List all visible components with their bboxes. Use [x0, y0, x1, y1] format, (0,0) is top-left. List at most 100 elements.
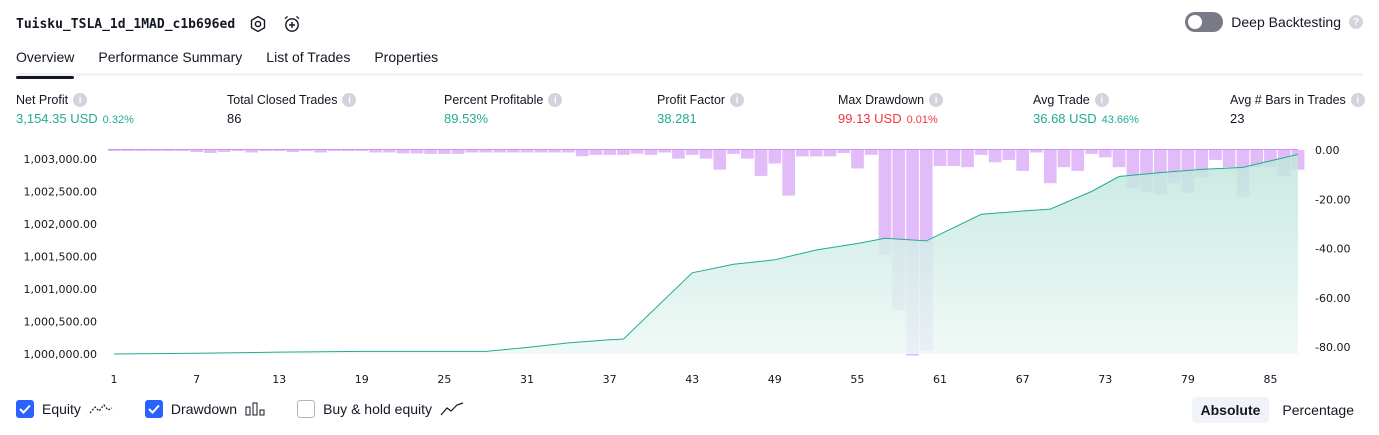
info-icon[interactable]: i [342, 93, 357, 107]
drawdown-bar [1057, 150, 1071, 168]
drawdown-bar [961, 150, 974, 168]
drawdown-bar [121, 150, 135, 151]
drawdown-bar [685, 150, 699, 155]
drawdown-bar [851, 150, 864, 169]
x-tick-label: 61 [933, 373, 947, 386]
x-tick-label: 31 [520, 373, 534, 386]
x-axis: 1 7 13 19 25 31 37 43 49 55 61 67 73 79 85 [111, 373, 1278, 386]
drawdown-bar [410, 150, 424, 154]
right-tick-label: -20.00 [1315, 193, 1350, 206]
metric-percent-profitable: Percent Profitable i 89.53% [444, 93, 563, 126]
equity-area [114, 154, 1298, 354]
drawdown-bar [493, 150, 506, 153]
drawdown-bar [355, 150, 369, 151]
info-icon[interactable]: i [929, 93, 944, 107]
drawdown-bar [314, 150, 327, 153]
drawdown-bar [658, 150, 672, 153]
x-tick-label: 13 [272, 373, 286, 386]
info-icon[interactable]: i [548, 93, 563, 107]
metric-label: Total Closed Trades [227, 93, 338, 107]
drawdown-bar [438, 150, 451, 154]
drawdown-bar [341, 150, 355, 151]
percentage-button[interactable]: Percentage [1282, 402, 1354, 418]
x-tick-label: 55 [850, 373, 864, 386]
left-tick-label: 1,000,000.00 [24, 348, 97, 361]
x-tick-label: 73 [1098, 373, 1112, 386]
alarm-add-icon[interactable] [281, 13, 303, 35]
drawdown-bar [1112, 150, 1126, 168]
drawdown-bar [1085, 150, 1098, 154]
x-tick-label: 7 [193, 373, 200, 386]
legend-drawdown[interactable]: Drawdown [144, 400, 265, 418]
drawdown-bar [947, 150, 961, 166]
tab-performance-summary[interactable]: Performance Summary [98, 49, 243, 65]
drawdown-bar [1043, 150, 1057, 184]
drawdown-bar [630, 150, 644, 154]
deep-backtesting-label: Deep Backtesting [1231, 14, 1341, 30]
drawdown-bar [149, 150, 162, 151]
drawdown-bar [162, 150, 176, 151]
x-tick-label: 19 [355, 373, 369, 386]
drawdown-bar [451, 150, 465, 154]
info-icon[interactable]: i [730, 93, 745, 107]
settings-icon[interactable] [247, 13, 269, 35]
deep-backtesting-toggle[interactable] [1185, 12, 1224, 32]
equity-drawdown-chart: 1,000,000.00 1,000,500.00 1,001,000.00 1,00… [24, 144, 1351, 386]
drawdown-bar [754, 150, 768, 176]
drawdown-bar [672, 150, 685, 159]
deep-backtesting: Deep Backtesting ? [1185, 12, 1363, 32]
drawdown-bar [727, 150, 740, 154]
tab-overview[interactable]: Overview [16, 44, 75, 79]
drawdown-bar [782, 150, 795, 196]
drawdown-bar [1002, 150, 1016, 160]
drawdown-bar [796, 150, 809, 157]
absolute-button[interactable]: Absolute [1191, 397, 1270, 423]
drawdown-bar [176, 150, 190, 151]
toggle-knob [1188, 15, 1203, 29]
help-icon[interactable]: ? [1349, 15, 1363, 29]
line-chart-icon [440, 402, 464, 416]
metric-avg-bars: Avg # Bars in Trades i 23 [1230, 93, 1365, 126]
metric-label: Avg # Bars in Trades [1230, 93, 1346, 107]
left-tick-label: 1,001,000.00 [24, 283, 97, 296]
metric-net-profit: Net Profit i 3,154.35 USD 0.32% [16, 93, 134, 126]
tab-bar: Overview Performance Summary List of Tra… [16, 44, 1363, 79]
info-icon[interactable]: i [73, 93, 88, 107]
chart-legend: Equity Drawdown Buy & hold equity [16, 400, 464, 418]
drawdown-bar [548, 150, 561, 153]
metric-label: Net Profit [16, 93, 69, 107]
buy-hold-checkbox[interactable] [297, 400, 316, 418]
x-tick-label: 37 [603, 373, 617, 386]
x-tick-label: 49 [768, 373, 782, 386]
metric-value: 99.13 USD [838, 111, 902, 126]
metric-sub: 43.66% [1101, 114, 1139, 126]
left-tick-label: 1,002,500.00 [24, 186, 97, 199]
tab-properties[interactable]: Properties [374, 49, 439, 65]
drawdown-bar [300, 150, 314, 151]
info-icon[interactable]: i [1350, 93, 1365, 107]
metric-value: 36.68 USD [1033, 111, 1097, 126]
drawdown-bar [589, 150, 603, 155]
legend-buy-hold[interactable]: Buy & hold equity [297, 400, 464, 418]
drawdown-bar [204, 150, 217, 153]
drawdown-bar [245, 150, 258, 153]
bars-icon [245, 402, 265, 416]
legend-label: Buy & hold equity [323, 401, 433, 417]
left-axis: 1,000,000.00 1,000,500.00 1,001,000.00 1,00… [24, 153, 97, 361]
legend-equity[interactable]: Equity [16, 400, 113, 418]
metric-profit-factor: Profit Factor i 38.281 [657, 93, 745, 126]
metric-value: 89.53% [444, 111, 489, 126]
drawdown-bar [327, 150, 341, 151]
drawdown-bar [506, 150, 520, 153]
equity-checkbox[interactable] [16, 400, 34, 418]
drawdown-checkbox[interactable] [144, 400, 163, 418]
x-tick-label: 67 [1016, 373, 1030, 386]
drawdown-bar [768, 150, 782, 164]
metric-total-closed-trades: Total Closed Trades i 86 [227, 93, 357, 126]
drawdown-bar [617, 150, 630, 155]
metric-value: 38.281 [657, 111, 697, 126]
info-icon[interactable]: i [1094, 93, 1109, 107]
tab-list-of-trades[interactable]: List of Trades [266, 49, 351, 65]
drawdown-bar [1098, 150, 1112, 158]
x-tick-label: 79 [1181, 373, 1195, 386]
